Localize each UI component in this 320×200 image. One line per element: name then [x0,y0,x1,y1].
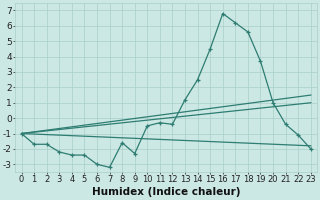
X-axis label: Humidex (Indice chaleur): Humidex (Indice chaleur) [92,187,240,197]
